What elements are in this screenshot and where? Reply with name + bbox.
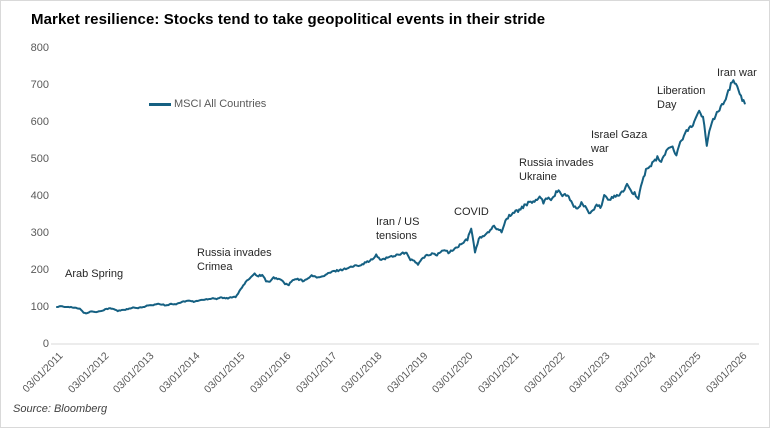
- event-annotation: Arab Spring: [65, 268, 124, 280]
- y-tick-label: 0: [42, 337, 49, 350]
- legend: MSCI All Countries: [149, 98, 266, 110]
- y-tick-label: 600: [30, 115, 49, 128]
- y-tick-label: 700: [30, 78, 49, 91]
- legend-label: MSCI All Countries: [174, 98, 267, 110]
- event-annotation: Iran / US tensions: [376, 216, 420, 242]
- event-annotation: Russia invades Ukraine: [519, 157, 594, 183]
- event-annotation: Russia invades Crimea: [197, 247, 272, 273]
- event-annotation: Israel Gaza war: [591, 129, 648, 155]
- y-tick-label: 100: [30, 300, 49, 313]
- chart-title: Market resilience: Stocks tend to take g…: [31, 11, 546, 28]
- legend-line-swatch: [149, 102, 171, 106]
- y-tick-label: 800: [30, 41, 49, 54]
- y-tick-label: 200: [30, 263, 49, 276]
- event-annotation: Iran war: [717, 67, 757, 79]
- event-annotation: Liberation Day: [657, 85, 706, 111]
- y-tick-label: 500: [30, 152, 49, 165]
- msci-line-series: [56, 79, 746, 315]
- source-note: Source: Bloomberg: [13, 403, 108, 415]
- event-annotation: COVID: [454, 206, 489, 218]
- y-tick-label: 300: [30, 226, 49, 239]
- y-tick-label: 400: [30, 189, 49, 202]
